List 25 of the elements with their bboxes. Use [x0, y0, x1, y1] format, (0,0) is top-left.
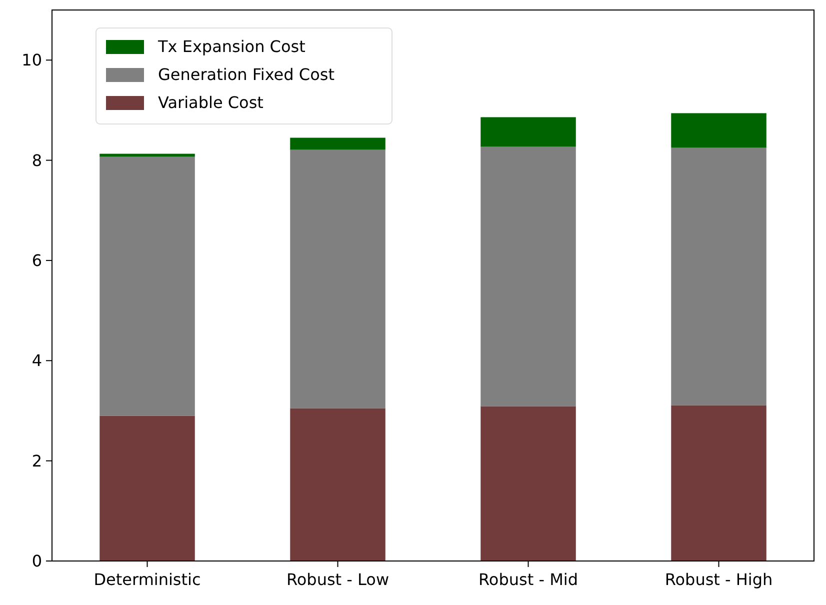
bar: [290, 138, 386, 150]
x-tick-label: Robust - High: [664, 570, 773, 589]
bar: [100, 156, 195, 416]
bar: [290, 408, 386, 561]
y-tick-label: 0: [32, 552, 42, 571]
y-tick-label: 10: [22, 50, 42, 70]
y-tick-label: 4: [32, 351, 42, 370]
bar: [480, 406, 576, 561]
bar: [480, 117, 576, 147]
bar: [100, 416, 195, 561]
legend-label: Tx Expansion Cost: [157, 37, 306, 56]
bar: [100, 154, 195, 157]
x-tick-label: Robust - Mid: [478, 570, 578, 589]
y-tick-label: 2: [32, 451, 42, 470]
bar: [480, 146, 576, 406]
legend-label: Variable Cost: [158, 93, 264, 112]
y-tick-label: 8: [32, 150, 42, 170]
y-tick-label: 6: [32, 251, 42, 270]
x-tick-label: Deterministic: [94, 570, 201, 589]
x-tick-label: Robust - Low: [286, 570, 390, 589]
legend-label: Generation Fixed Cost: [158, 65, 334, 84]
bar: [671, 113, 766, 148]
bar: [671, 148, 766, 406]
bar: [290, 150, 386, 408]
bar: [671, 405, 766, 561]
